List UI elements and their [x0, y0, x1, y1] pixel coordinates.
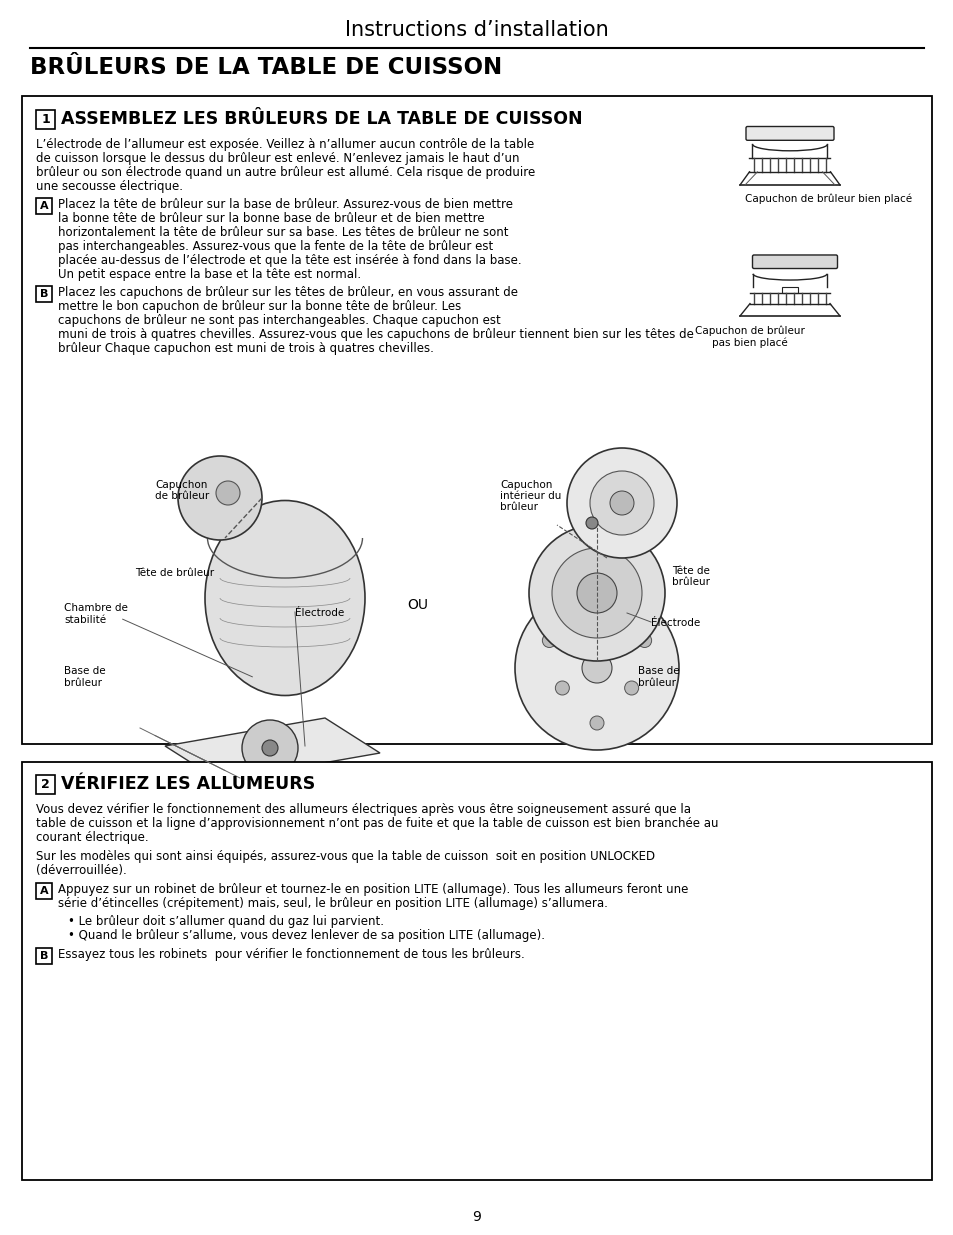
Text: OU: OU — [407, 598, 428, 613]
Text: Placez les capuchons de brûleur sur les têtes de brûleur, en vous assurant de: Placez les capuchons de brûleur sur les … — [58, 287, 517, 299]
Text: brûleur: brûleur — [499, 501, 537, 513]
Circle shape — [555, 680, 569, 695]
Text: Sur les modèles qui sont ainsi équipés, assurez-vous que la table de cuisson  so: Sur les modèles qui sont ainsi équipés, … — [36, 850, 655, 863]
Text: de cuisson lorsque le dessus du brûleur est enlevé. N’enlevez jamais le haut d’u: de cuisson lorsque le dessus du brûleur … — [36, 152, 519, 165]
Bar — [781, 287, 797, 293]
Text: stabilité: stabilité — [64, 615, 106, 625]
Text: Tête de: Tête de — [671, 566, 709, 576]
Text: Électrode: Électrode — [294, 608, 344, 618]
Text: • Quand le brûleur s’allume, vous devez lenlever de sa position LITE (allumage).: • Quand le brûleur s’allume, vous devez … — [68, 929, 544, 942]
Circle shape — [589, 716, 603, 730]
Text: Chambre de: Chambre de — [64, 603, 128, 613]
Text: Instructions d’installation: Instructions d’installation — [345, 20, 608, 40]
Bar — [36, 776, 55, 794]
Bar — [36, 110, 55, 128]
Circle shape — [581, 653, 612, 683]
FancyBboxPatch shape — [752, 254, 837, 268]
Text: Placez la tête de brûleur sur la base de brûleur. Assurez-vous de bien mettre: Placez la tête de brûleur sur la base de… — [58, 198, 513, 211]
Text: Capuchon de brûleur: Capuchon de brûleur — [695, 325, 804, 336]
Text: Capuchon de brûleur bien placé: Capuchon de brûleur bien placé — [744, 193, 911, 204]
Text: brûleur ou son électrode quand un autre brûleur est allumé. Cela risque de produ: brûleur ou son électrode quand un autre … — [36, 165, 535, 179]
Text: A: A — [40, 201, 49, 211]
Bar — [36, 883, 52, 899]
Text: intérieur du: intérieur du — [499, 492, 560, 501]
Text: Un petit espace entre la base et la tête est normal.: Un petit espace entre la base et la tête… — [58, 268, 361, 282]
Circle shape — [178, 456, 262, 540]
Text: Base de: Base de — [638, 666, 679, 676]
Circle shape — [585, 517, 598, 529]
Text: VÉRIFIEZ LES ALLUMEURS: VÉRIFIEZ LES ALLUMEURS — [61, 776, 314, 793]
Text: A: A — [40, 885, 49, 897]
Circle shape — [542, 634, 556, 647]
Circle shape — [589, 621, 603, 635]
Text: 9: 9 — [472, 1210, 481, 1224]
Text: Capuchon: Capuchon — [154, 480, 207, 490]
Text: table de cuisson et la ligne d’approvisionnement n’ont pas de fuite et que la ta: table de cuisson et la ligne d’approvisi… — [36, 818, 718, 830]
Ellipse shape — [205, 500, 365, 695]
Text: mettre le bon capuchon de brûleur sur la bonne tête de brûleur. Les: mettre le bon capuchon de brûleur sur la… — [58, 300, 460, 312]
Text: la bonne tête de brûleur sur la bonne base de brûleur et de bien mettre: la bonne tête de brûleur sur la bonne ba… — [58, 212, 484, 225]
Circle shape — [552, 548, 641, 638]
Text: • Le brûleur doit s’allumer quand du gaz lui parvient.: • Le brûleur doit s’allumer quand du gaz… — [68, 915, 384, 927]
Text: Capuchon: Capuchon — [499, 480, 552, 490]
Text: L’électrode de l’allumeur est exposée. Veillez à n’allumer aucun contrôle de la : L’électrode de l’allumeur est exposée. V… — [36, 138, 534, 151]
Text: une secousse électrique.: une secousse électrique. — [36, 180, 183, 193]
Circle shape — [529, 525, 664, 661]
Text: brûleur: brûleur — [638, 678, 676, 688]
Text: horizontalement la tête de brûleur sur sa base. Les têtes de brûleur ne sont: horizontalement la tête de brûleur sur s… — [58, 226, 508, 240]
Bar — [36, 287, 52, 303]
Text: (déverrouillée).: (déverrouillée). — [36, 864, 127, 877]
Text: Vous devez vérifier le fonctionnement des allumeurs électriques après vous être : Vous devez vérifier le fonctionnement de… — [36, 803, 690, 816]
Text: brûleur Chaque capuchon est muni de trois à quatres chevilles.: brûleur Chaque capuchon est muni de troi… — [58, 342, 434, 354]
Text: B: B — [40, 289, 49, 299]
Text: B: B — [40, 951, 49, 961]
Circle shape — [589, 471, 654, 535]
Text: de brûleur: de brûleur — [154, 492, 209, 501]
Circle shape — [215, 480, 240, 505]
Text: courant électrique.: courant électrique. — [36, 831, 149, 844]
FancyBboxPatch shape — [745, 126, 833, 141]
Bar — [22, 762, 931, 1179]
Bar — [36, 198, 52, 214]
Circle shape — [609, 492, 634, 515]
Text: BRÛLEURS DE LA TABLE DE CUISSON: BRÛLEURS DE LA TABLE DE CUISSON — [30, 56, 501, 79]
Circle shape — [262, 740, 277, 756]
Text: pas interchangeables. Assurez-vous que la fente de la tête de brûleur est: pas interchangeables. Assurez-vous que l… — [58, 240, 493, 253]
Text: 1: 1 — [41, 112, 50, 126]
Circle shape — [515, 585, 679, 750]
Text: Tête de brûleur: Tête de brûleur — [135, 568, 213, 578]
Text: capuchons de brûleur ne sont pas interchangeables. Chaque capuchon est: capuchons de brûleur ne sont pas interch… — [58, 314, 500, 327]
Circle shape — [566, 448, 677, 558]
Text: brûleur: brûleur — [64, 678, 102, 688]
Text: Base de: Base de — [64, 666, 106, 676]
Text: muni de trois à quatres chevilles. Assurez-vous que les capuchons de brûleur tie: muni de trois à quatres chevilles. Assur… — [58, 329, 693, 341]
Text: brûleur: brûleur — [671, 577, 709, 587]
Circle shape — [637, 634, 651, 647]
Circle shape — [577, 573, 617, 613]
Polygon shape — [165, 718, 379, 781]
Circle shape — [242, 720, 297, 776]
Text: ASSEMBLEZ LES BRÛLEURS DE LA TABLE DE CUISSON: ASSEMBLEZ LES BRÛLEURS DE LA TABLE DE CU… — [61, 110, 582, 128]
Text: Appuyez sur un robinet de brûleur et tournez-le en position LITE (allumage). Tou: Appuyez sur un robinet de brûleur et tou… — [58, 883, 688, 897]
Bar — [36, 948, 52, 965]
Text: Électrode: Électrode — [650, 618, 700, 629]
Text: placée au-dessus de l’électrode et que la tête est insérée à fond dans la base.: placée au-dessus de l’électrode et que l… — [58, 254, 521, 267]
Text: série d’étincelles (crépitement) mais, seul, le brûleur en position LITE (alluma: série d’étincelles (crépitement) mais, s… — [58, 897, 607, 910]
Bar — [22, 96, 931, 743]
Text: pas bien placé: pas bien placé — [711, 337, 787, 347]
Text: 2: 2 — [41, 778, 50, 790]
Text: Essayez tous les robinets  pour vérifier le fonctionnement de tous les brûleurs.: Essayez tous les robinets pour vérifier … — [58, 948, 524, 961]
Circle shape — [624, 680, 638, 695]
